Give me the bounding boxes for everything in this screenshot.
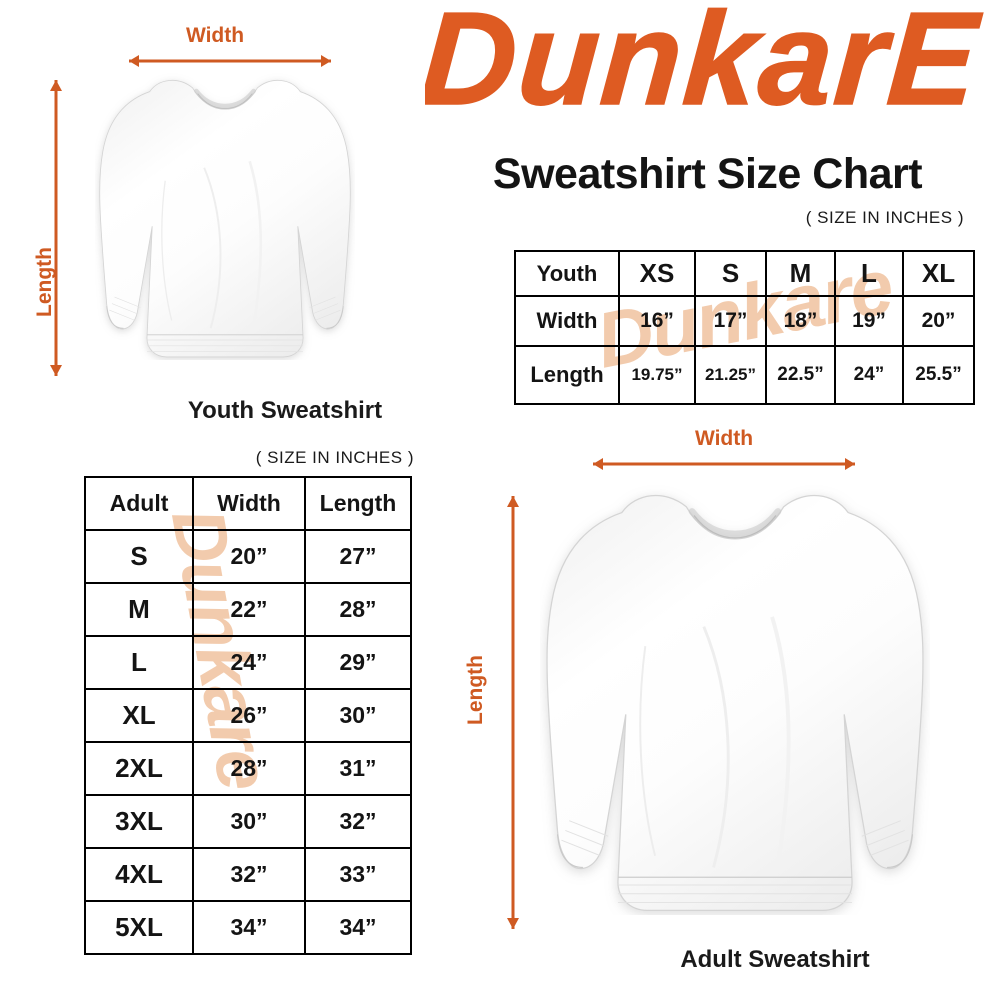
svg-text:DunkarE: DunkarE	[425, 0, 985, 133]
